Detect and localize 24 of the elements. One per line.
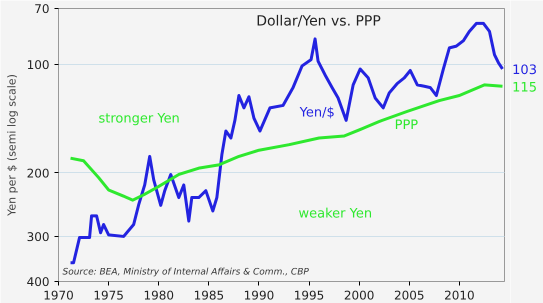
x-tick-label: 1975: [93, 288, 124, 302]
series-label: PPP: [394, 118, 418, 133]
y-axis-title: Yen per $ (semi log scale): [6, 74, 19, 217]
x-tick-label: 1970: [43, 288, 74, 302]
series-label: Yen/$: [298, 106, 335, 121]
x-tick-label: 1995: [294, 288, 324, 302]
y-tick-label: 300: [26, 230, 50, 244]
y-tick-label: 100: [26, 58, 50, 72]
line-series: [69, 83, 504, 202]
x-tick-label: 1990: [244, 288, 274, 302]
x-tick-label: 2005: [394, 288, 425, 302]
data-label: 115: [512, 80, 537, 96]
y-tick-label: 70: [34, 2, 50, 16]
x-tick-label: 2000: [344, 288, 374, 302]
x-tick-label: 1980: [143, 288, 174, 302]
data-label: 103: [512, 62, 537, 78]
y-tick-label: 400: [26, 275, 50, 289]
x-tick-label: 1985: [194, 288, 224, 302]
annotation: stronger Yen: [98, 112, 180, 126]
y-tick-label: 200: [26, 166, 50, 180]
x-tick-label: 2010: [444, 288, 475, 302]
chart-title: Dollar/Yen vs. PPP: [256, 14, 381, 30]
annotation: weaker Yen: [298, 206, 372, 222]
annotation: Source: BEA, Ministry of Internal Affairs & Comm., CBP: [62, 268, 310, 278]
